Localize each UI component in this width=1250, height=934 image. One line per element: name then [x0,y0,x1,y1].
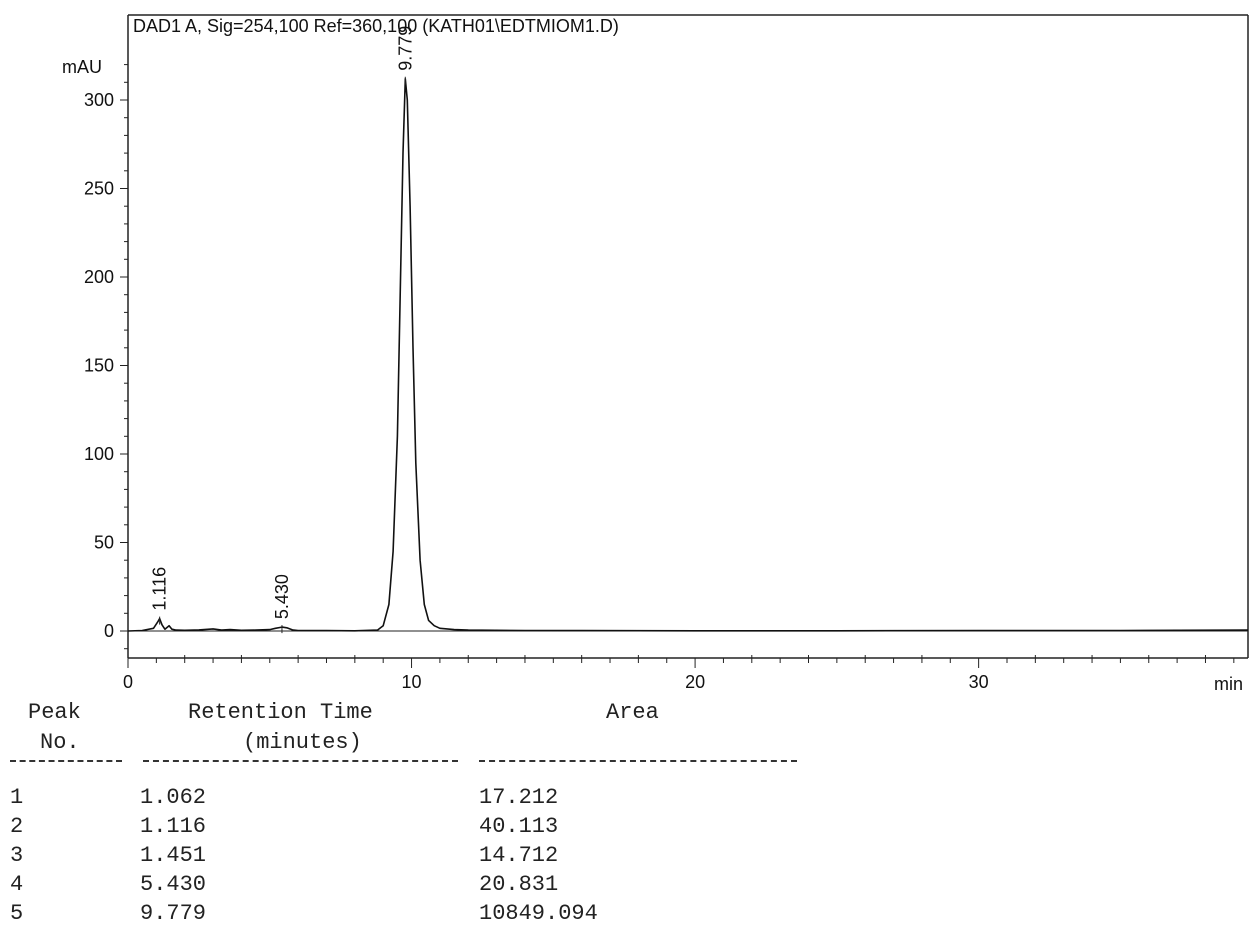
header-rule-area [479,760,797,762]
peak-label: 9.779 [395,26,415,71]
row-retention-time: 1.116 [140,814,207,839]
y-tick-label: 250 [84,179,114,199]
row-retention-time: 1.062 [140,785,207,810]
header-no: No. [40,730,80,755]
y-axis-unit-label: mAU [62,57,102,77]
row-retention-time: 9.779 [140,901,207,926]
x-tick-label: 10 [402,672,422,692]
row-retention-time: 1.451 [140,843,207,868]
x-axis-unit-label: min [1214,674,1243,694]
plot-frame [127,14,1249,659]
row-peak-no: 5 [10,901,24,926]
header-area: Area [606,700,659,725]
chromatogram-trace [127,78,1249,632]
peak-labels: 1.116 5.430 9.779 [150,26,415,634]
row-peak-no: 1 [10,785,24,810]
row-peak-no: 3 [10,843,24,868]
y-tick-label: 50 [94,533,114,553]
peak-label: 1.116 [150,567,170,611]
series-layer [127,78,1249,632]
row-area: 40.113 [479,814,559,839]
y-tick-label: 150 [84,356,114,376]
x-tick-label: 30 [969,672,989,692]
y-axis-ticks: 0 50 100 150 200 250 300 [84,64,128,650]
row-area: 10849.094 [479,901,598,926]
y-tick-label: 200 [84,267,114,287]
row-peak-no: 2 [10,814,24,839]
x-tick-label: 0 [123,672,133,692]
y-tick-label: 100 [84,444,114,464]
header-retention-time: Retention Time [188,700,373,725]
x-axis-ticks: 0 10 20 30 [123,655,1235,692]
row-area: 14.712 [479,843,559,868]
peak-label: 5.430 [272,574,292,619]
row-area: 20.831 [479,872,559,897]
header-rule-retention [143,760,458,762]
chromatogram-chart: DAD1 A, Sig=254,100 Ref=360,100 (KATH01\… [62,14,1249,694]
header-peak: Peak [28,700,81,725]
header-rule-peak [10,760,122,762]
x-tick-label: 20 [685,672,705,692]
chart-title: DAD1 A, Sig=254,100 Ref=360,100 (KATH01\… [133,16,619,36]
y-tick-label: 0 [104,621,114,641]
row-peak-no: 4 [10,872,24,897]
header-minutes: (minutes) [243,730,362,755]
row-area: 17.212 [479,785,559,810]
row-retention-time: 5.430 [140,872,207,897]
y-tick-label: 300 [84,90,114,110]
